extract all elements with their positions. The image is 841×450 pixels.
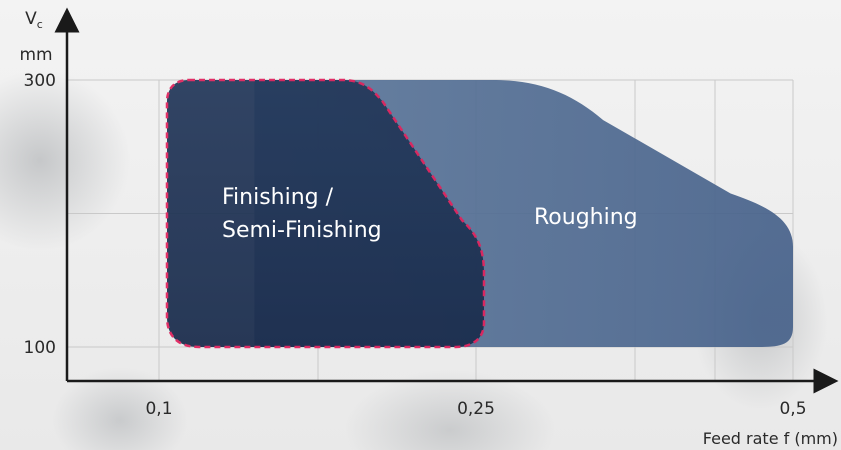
finishing-label-line1: Finishing / [222, 185, 334, 210]
roughing-label: Roughing [534, 205, 638, 230]
y-tick-label: 100 [24, 338, 56, 358]
x-tick-label: 0,25 [457, 399, 495, 419]
finishing-label-line2: Semi-Finishing [222, 218, 382, 243]
y-axis-unit: mm [19, 45, 52, 65]
x-axis-label: Feed rate f (mm) [703, 429, 838, 448]
y-axis-symbol-main: V [25, 9, 37, 29]
y-tick-label: 300 [24, 71, 56, 91]
x-tick-label: 0,1 [145, 399, 172, 419]
region-finishing-semi-finishing [165, 78, 486, 349]
y-axis-symbol-subscript: c [37, 18, 43, 31]
x-tick-label: 0,5 [779, 399, 806, 419]
y-axis-symbol: Vc [25, 9, 43, 31]
